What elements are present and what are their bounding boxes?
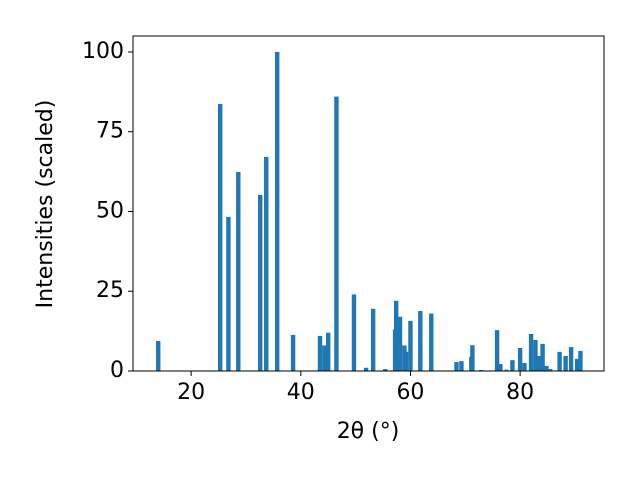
bar	[557, 351, 562, 371]
bar	[540, 343, 545, 371]
bar	[418, 311, 423, 371]
bar	[317, 335, 323, 371]
bar	[334, 96, 339, 371]
bar	[217, 103, 223, 371]
bar	[498, 363, 503, 371]
bar	[275, 51, 280, 371]
bar	[351, 294, 357, 371]
x-axis-label: 2θ (°)	[337, 419, 400, 444]
bar	[459, 361, 464, 371]
y-tick-label: 25	[96, 278, 124, 303]
bar	[290, 334, 296, 371]
x-tick-label: 80	[506, 380, 534, 405]
bar	[397, 316, 403, 371]
x-tick-label: 60	[396, 380, 424, 405]
y-tick-label: 50	[96, 198, 124, 223]
bar	[363, 367, 369, 371]
bar	[325, 332, 331, 371]
bar	[568, 347, 574, 371]
bar	[470, 345, 475, 371]
bar	[504, 369, 509, 371]
bar	[517, 348, 523, 371]
bar	[528, 333, 534, 371]
bar	[563, 356, 568, 371]
y-axis-label: Intensities (scaled)	[33, 100, 58, 309]
bar	[156, 341, 161, 371]
bar	[383, 369, 388, 371]
x-tick-label: 20	[177, 380, 205, 405]
bar	[544, 365, 549, 371]
bar	[322, 345, 327, 371]
y-tick-label: 75	[96, 119, 124, 144]
bar	[537, 356, 542, 371]
y-tick-label: 0	[110, 358, 124, 383]
bar	[578, 350, 583, 371]
bar	[226, 216, 231, 371]
x-tick-label: 40	[287, 380, 315, 405]
bar	[258, 194, 263, 371]
bar	[236, 171, 241, 371]
bar	[510, 360, 515, 371]
y-tick-label: 100	[82, 39, 124, 64]
bar	[408, 320, 413, 371]
bar	[574, 358, 580, 371]
bar	[264, 156, 269, 371]
plot-frame	[132, 35, 605, 372]
bar	[403, 351, 409, 371]
bar	[393, 300, 399, 371]
bar	[454, 362, 459, 371]
bar	[494, 330, 500, 371]
bar	[548, 369, 553, 371]
bar	[429, 313, 434, 371]
bar	[370, 308, 376, 371]
bar	[522, 363, 527, 371]
bar	[533, 340, 538, 371]
